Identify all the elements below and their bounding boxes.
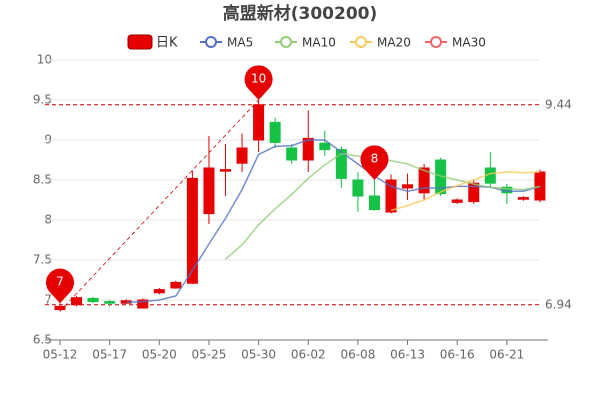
- ma-line: [126, 139, 541, 304]
- legend-dot: [205, 36, 217, 48]
- candle-body: [54, 305, 66, 311]
- ref-label: 6.94: [545, 297, 572, 311]
- x-tick-label: 06-08: [340, 348, 375, 362]
- candle-body: [402, 184, 414, 189]
- candle-body: [236, 147, 248, 164]
- candle-body: [451, 199, 463, 203]
- chart-title: 高盟新材(300200): [223, 3, 378, 24]
- ref-label: 9.44: [545, 97, 572, 111]
- candle-body: [71, 297, 83, 306]
- y-tick-label: 8.5: [33, 173, 52, 187]
- y-tick-label: 10: [37, 53, 52, 67]
- candle-body: [468, 182, 480, 203]
- candle-body: [170, 281, 182, 289]
- candle-body: [253, 104, 265, 141]
- candle-body: [286, 147, 298, 161]
- candle-body: [418, 167, 430, 194]
- candle-body: [319, 142, 331, 151]
- x-tick-label: 05-12: [43, 348, 78, 362]
- legend-label: MA5: [227, 36, 253, 50]
- candle-body: [153, 289, 165, 294]
- y-tick-label: 6.5: [33, 333, 52, 347]
- marker-label: 10: [251, 72, 266, 86]
- candle-body: [534, 171, 546, 201]
- candle-body: [87, 297, 99, 303]
- x-tick-label: 06-13: [390, 348, 425, 362]
- x-tick-label: 06-02: [291, 348, 326, 362]
- legend-dot: [355, 36, 367, 48]
- candle-body: [186, 177, 198, 284]
- legend-dot: [280, 36, 292, 48]
- candle-body: [385, 179, 397, 213]
- legend-label: MA10: [302, 36, 336, 50]
- legend-dot: [430, 36, 442, 48]
- x-tick-label: 05-17: [92, 348, 127, 362]
- trend-line: [59, 99, 259, 312]
- legend-label: MA20: [377, 36, 411, 50]
- candle-body: [137, 299, 149, 309]
- x-tick-label: 05-20: [142, 348, 177, 362]
- candle-body: [220, 169, 231, 172]
- marker-pin: [46, 268, 74, 304]
- marker-label: 7: [56, 275, 64, 289]
- y-tick-label: 7.5: [33, 253, 52, 267]
- marker-pin: [244, 65, 273, 100]
- x-tick-label: 06-16: [440, 348, 475, 362]
- candle-body: [517, 197, 529, 200]
- candle-body: [368, 195, 380, 211]
- marker-pin: [360, 145, 389, 180]
- legend-label: MA30: [452, 36, 486, 50]
- legend-swatch: [127, 34, 153, 50]
- x-tick-label: 06-21: [489, 348, 524, 362]
- x-tick-label: 05-30: [241, 348, 276, 362]
- x-tick-label: 05-25: [192, 348, 227, 362]
- candle-body: [352, 179, 364, 197]
- marker-label: 8: [371, 152, 379, 166]
- candle-body: [269, 121, 281, 143]
- candle-body: [302, 137, 314, 161]
- candle-body: [104, 301, 116, 304]
- ma-line: [390, 171, 540, 212]
- candle-body: [203, 167, 215, 215]
- y-tick-label: 9.5: [33, 93, 52, 107]
- candle-body: [335, 149, 347, 179]
- legend-label: 日K: [156, 36, 178, 51]
